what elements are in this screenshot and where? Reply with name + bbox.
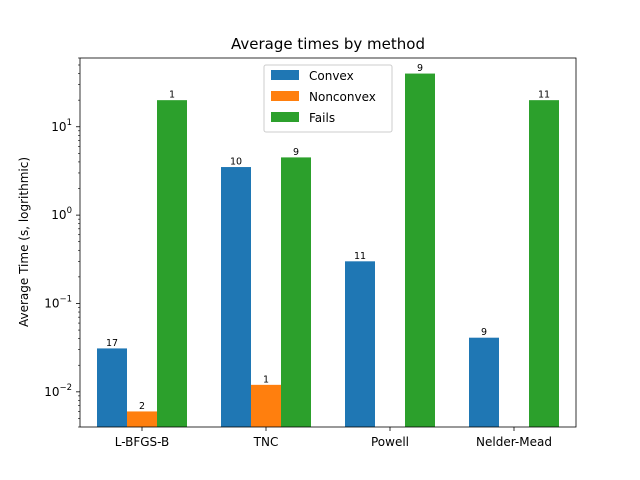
nonconvex-bar-label: 1 [263, 374, 269, 385]
nonconvex-bar-label: 2 [139, 401, 145, 412]
fails-legend-label: Fails [309, 111, 335, 125]
fails-bar-label: 9 [293, 147, 299, 158]
fails-bar [405, 73, 435, 427]
fails-bar [281, 157, 311, 428]
nonconvex-bar [127, 411, 157, 427]
convex-bar [221, 167, 251, 427]
nonconvex-legend-swatch [271, 91, 299, 101]
convex-bar-label: 17 [106, 338, 118, 349]
chart-title: Average times by method [231, 35, 425, 53]
y-tick-label: 101 [51, 118, 72, 134]
x-tick-label: TNC [253, 435, 279, 449]
y-tick-label: 100 [51, 206, 72, 222]
convex-legend-swatch [271, 70, 299, 80]
y-axis: 10−2 10−1 100 101 [44, 57, 80, 428]
fails-bar [157, 100, 187, 427]
fails-bar-label: 1 [169, 90, 175, 101]
fails-bar-label: 11 [538, 90, 550, 101]
fails-bar [529, 100, 559, 427]
nonconvex-legend-label: Nonconvex [309, 90, 376, 104]
legend: Convex Nonconvex Fails [263, 64, 393, 133]
convex-bar-label: 11 [354, 251, 366, 262]
x-tick-label: Powell [371, 435, 409, 449]
y-tick-label: 10−1 [44, 294, 72, 310]
x-axis: L-BFGS-B TNC Powell Nelder-Mead [115, 427, 552, 449]
y-tick-label: 10−2 [44, 383, 72, 399]
convex-legend-label: Convex [309, 69, 354, 83]
x-tick-label: L-BFGS-B [115, 435, 170, 449]
nonconvex-bar [251, 384, 281, 427]
plot-frame [79, 57, 577, 428]
fails-bar-label: 9 [417, 63, 423, 74]
x-tick-label: Nelder-Mead [476, 435, 552, 449]
convex-bar-label: 9 [481, 327, 487, 338]
convex-bar-label: 10 [230, 157, 242, 168]
convex-bar [469, 337, 499, 427]
convex-bar [345, 261, 375, 427]
y-axis-label: Average Time (s, logrithmic) [17, 157, 31, 327]
convex-bar [97, 348, 127, 427]
fails-legend-swatch [271, 112, 299, 122]
bars [97, 73, 559, 428]
